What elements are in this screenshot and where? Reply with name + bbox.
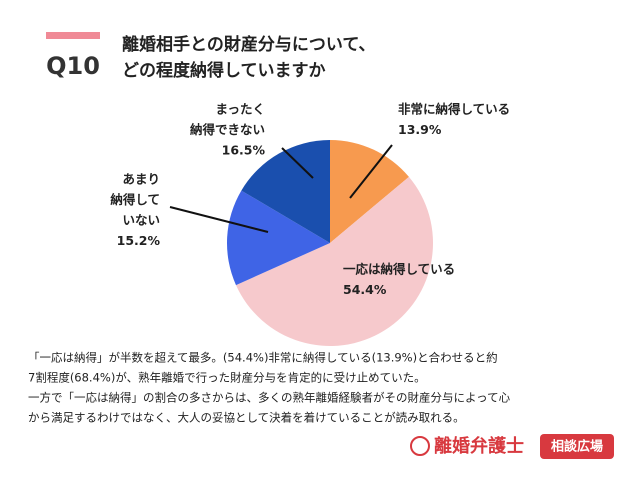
pie-slice (227, 190, 330, 286)
value-label: 13.9% (398, 122, 442, 137)
leader-line (349, 144, 393, 199)
pie-slice (235, 176, 434, 346)
slice-label: 非常に納得している (398, 102, 510, 117)
leader-line (169, 206, 269, 233)
question-number: Q10 (46, 52, 100, 80)
note-line: 一方で「一応は納得」の割合の多さからは、多くの熟年離婚経験者がその財産分与によっ… (28, 391, 511, 405)
note-line: 「一応は納得」が半数を超えて最多。(54.4%)非常に納得している(13.9%)… (28, 351, 498, 365)
slice-label: いない (122, 213, 160, 228)
leader-line (281, 147, 314, 179)
note-line: 7割程度(68.4%)が、熟年離婚で行った財産分与を肯定的に受け止めていた。 (28, 371, 426, 385)
logo-icon (410, 436, 430, 456)
pie-slice (241, 140, 330, 243)
value-label: 54.4% (343, 282, 387, 297)
pie-slice (330, 140, 409, 243)
brand-badge-text: 相談広場 (551, 439, 603, 455)
slice-label: 納得して (110, 192, 160, 207)
brand-badge (540, 434, 614, 459)
note-line: から満足するわけではなく、大人の妥協として決着を着けていることが読み取れる。 (28, 411, 465, 425)
chart-title: 離婚相手との財産分与について、 (122, 34, 375, 55)
value-label: 16.5% (222, 143, 266, 158)
badge-bar (46, 32, 100, 39)
slice-label: 納得できない (190, 122, 265, 137)
brand: 離婚弁護士 (434, 435, 524, 457)
chart-title: どの程度納得していますか (122, 60, 326, 81)
pie (227, 140, 434, 346)
slice-label: まったく (215, 102, 265, 117)
slice-label: 一応は納得している (343, 262, 455, 277)
value-label: 15.2% (117, 233, 161, 248)
slice-label: あまり (122, 172, 160, 187)
